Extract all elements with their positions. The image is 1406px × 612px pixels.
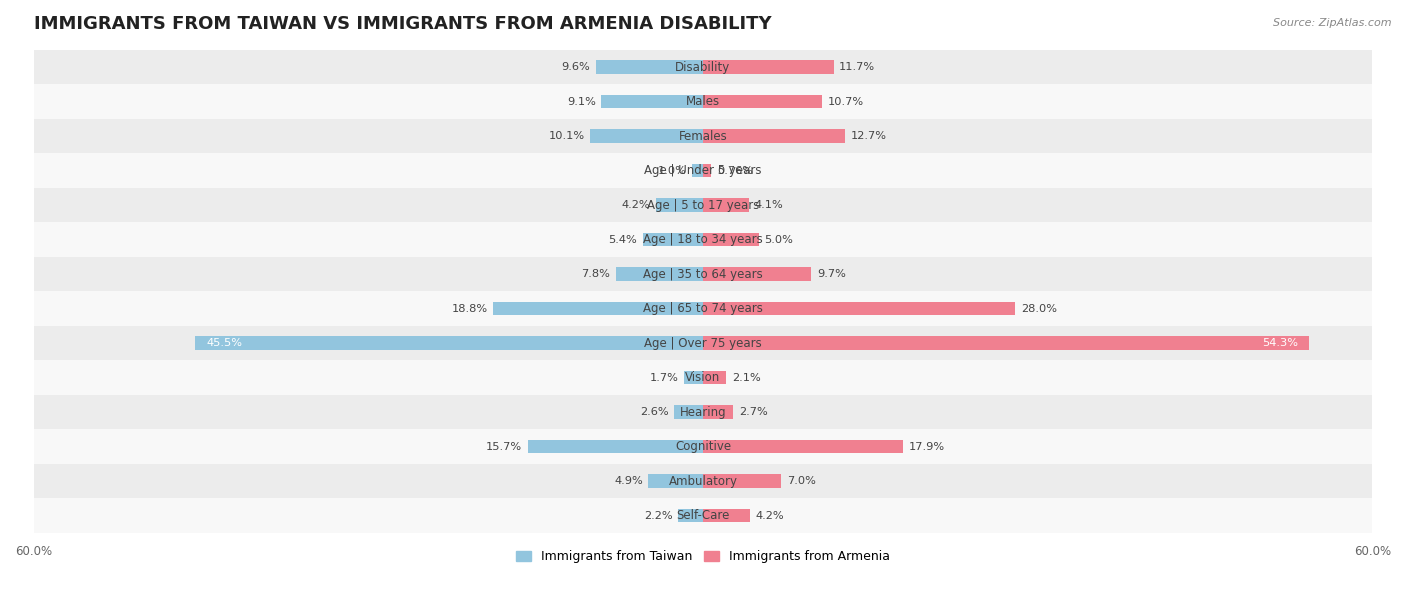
Text: 9.1%: 9.1% <box>567 97 596 106</box>
Bar <box>195 337 703 349</box>
Text: Vision: Vision <box>685 371 721 384</box>
Bar <box>34 50 1372 84</box>
Bar <box>34 119 1372 153</box>
Bar <box>648 474 703 488</box>
Text: 1.0%: 1.0% <box>658 165 686 176</box>
Bar <box>679 509 703 522</box>
Bar <box>703 130 845 143</box>
Text: Cognitive: Cognitive <box>675 440 731 453</box>
Bar <box>703 198 749 212</box>
Text: Age | 5 to 17 years: Age | 5 to 17 years <box>647 198 759 212</box>
Bar <box>692 164 703 177</box>
Text: Males: Males <box>686 95 720 108</box>
Bar <box>703 406 733 419</box>
Bar <box>34 498 1372 533</box>
Legend: Immigrants from Taiwan, Immigrants from Armenia: Immigrants from Taiwan, Immigrants from … <box>510 545 896 568</box>
Text: 4.2%: 4.2% <box>755 510 785 521</box>
Bar <box>34 257 1372 291</box>
Bar <box>34 188 1372 222</box>
Bar <box>703 61 834 73</box>
Text: 17.9%: 17.9% <box>908 441 945 452</box>
Bar <box>34 153 1372 188</box>
Bar <box>703 302 1015 315</box>
Text: 11.7%: 11.7% <box>839 62 876 72</box>
Text: 2.6%: 2.6% <box>640 407 668 417</box>
Bar <box>34 464 1372 498</box>
Bar <box>703 509 749 522</box>
Text: 10.7%: 10.7% <box>828 97 865 106</box>
Text: Disability: Disability <box>675 61 731 73</box>
Bar <box>657 198 703 212</box>
Text: Age | 18 to 34 years: Age | 18 to 34 years <box>643 233 763 246</box>
Text: 28.0%: 28.0% <box>1021 304 1057 313</box>
Text: Females: Females <box>679 130 727 143</box>
Text: 9.6%: 9.6% <box>561 62 591 72</box>
Bar <box>527 440 703 453</box>
Text: Source: ZipAtlas.com: Source: ZipAtlas.com <box>1274 18 1392 28</box>
Text: 2.7%: 2.7% <box>738 407 768 417</box>
Bar <box>703 337 1309 349</box>
Bar <box>616 267 703 280</box>
Bar <box>703 371 727 384</box>
Text: 7.8%: 7.8% <box>582 269 610 279</box>
Bar <box>703 95 823 108</box>
Bar <box>494 302 703 315</box>
Text: IMMIGRANTS FROM TAIWAN VS IMMIGRANTS FROM ARMENIA DISABILITY: IMMIGRANTS FROM TAIWAN VS IMMIGRANTS FRO… <box>34 15 770 33</box>
Bar <box>34 326 1372 360</box>
Bar <box>34 395 1372 429</box>
Text: 9.7%: 9.7% <box>817 269 845 279</box>
Bar <box>34 222 1372 257</box>
Text: 18.8%: 18.8% <box>451 304 488 313</box>
Text: Ambulatory: Ambulatory <box>668 474 738 488</box>
Bar <box>34 360 1372 395</box>
Bar <box>34 291 1372 326</box>
Text: 54.3%: 54.3% <box>1261 338 1298 348</box>
Text: Age | 35 to 64 years: Age | 35 to 64 years <box>643 267 763 280</box>
Bar <box>703 233 759 246</box>
Text: 4.2%: 4.2% <box>621 200 651 210</box>
Text: 2.1%: 2.1% <box>733 373 761 382</box>
Text: Age | Over 75 years: Age | Over 75 years <box>644 337 762 349</box>
Text: 7.0%: 7.0% <box>787 476 815 486</box>
Text: 4.9%: 4.9% <box>614 476 643 486</box>
Text: 5.0%: 5.0% <box>765 234 793 245</box>
Text: 12.7%: 12.7% <box>851 131 886 141</box>
Bar <box>34 84 1372 119</box>
Bar <box>643 233 703 246</box>
Bar <box>703 440 903 453</box>
Text: 2.2%: 2.2% <box>644 510 673 521</box>
Bar <box>703 474 782 488</box>
Bar <box>596 61 703 73</box>
Text: 4.1%: 4.1% <box>755 200 783 210</box>
Bar <box>34 429 1372 464</box>
Text: 0.76%: 0.76% <box>717 165 754 176</box>
Bar <box>685 371 703 384</box>
Bar <box>591 130 703 143</box>
Text: 10.1%: 10.1% <box>548 131 585 141</box>
Bar <box>602 95 703 108</box>
Text: Self-Care: Self-Care <box>676 509 730 522</box>
Bar <box>703 267 811 280</box>
Text: Age | Under 5 years: Age | Under 5 years <box>644 164 762 177</box>
Text: 5.4%: 5.4% <box>609 234 637 245</box>
Bar <box>673 406 703 419</box>
Text: 1.7%: 1.7% <box>650 373 679 382</box>
Text: 45.5%: 45.5% <box>207 338 242 348</box>
Text: Hearing: Hearing <box>679 406 727 419</box>
Text: 15.7%: 15.7% <box>486 441 522 452</box>
Text: Age | 65 to 74 years: Age | 65 to 74 years <box>643 302 763 315</box>
Bar <box>703 164 711 177</box>
